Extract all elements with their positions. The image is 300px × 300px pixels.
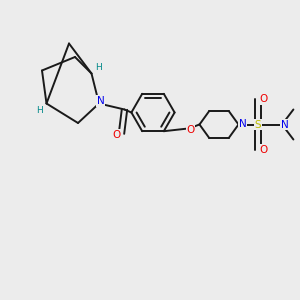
Text: O: O	[186, 125, 195, 135]
Text: O: O	[112, 130, 120, 140]
Text: S: S	[255, 119, 261, 130]
Text: N: N	[281, 119, 289, 130]
Text: H: H	[37, 106, 43, 115]
Text: O: O	[259, 145, 268, 155]
Text: N: N	[238, 119, 246, 129]
Text: N: N	[97, 96, 104, 106]
Text: O: O	[259, 94, 268, 104]
Text: H: H	[95, 63, 101, 72]
